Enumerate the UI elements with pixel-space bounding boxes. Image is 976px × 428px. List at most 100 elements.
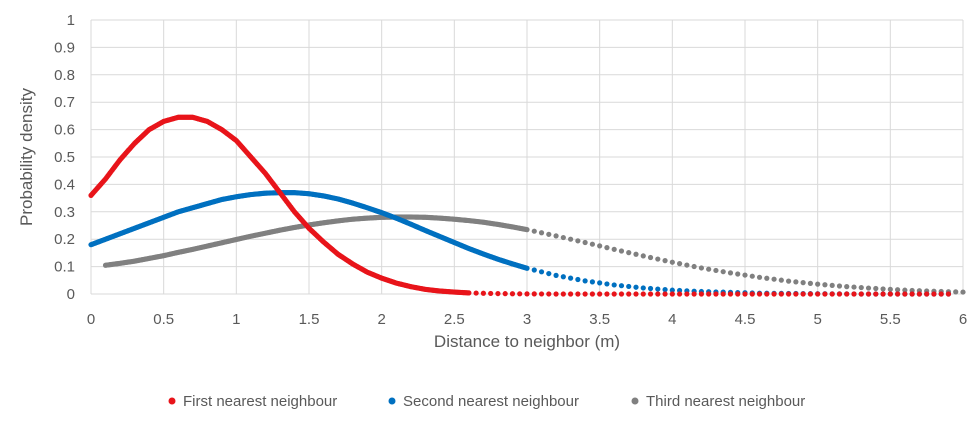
data-point bbox=[495, 290, 501, 297]
data-point bbox=[822, 282, 828, 288]
gridlines bbox=[90, 19, 964, 295]
data-point bbox=[582, 278, 588, 284]
x-tick-label: 6 bbox=[959, 311, 967, 328]
data-point bbox=[618, 248, 625, 254]
data-point bbox=[480, 290, 486, 296]
data-point bbox=[720, 269, 726, 275]
y-tick-label: 0.9 bbox=[54, 39, 75, 56]
data-point bbox=[597, 280, 603, 286]
data-point bbox=[531, 228, 537, 234]
y-tick-label: 0.7 bbox=[54, 94, 75, 111]
data-point bbox=[560, 234, 566, 241]
data-point bbox=[836, 291, 843, 297]
legend: First nearest neighbour Second nearest ne… bbox=[168, 393, 805, 410]
data-point bbox=[604, 281, 610, 287]
data-point bbox=[582, 239, 588, 246]
data-point bbox=[858, 291, 864, 297]
data-point bbox=[677, 261, 683, 267]
data-point bbox=[851, 291, 857, 297]
legend-label: First nearest neighbour bbox=[183, 393, 337, 410]
y-axis-ticks: 0 0.1 0.2 0.3 0.4 0.5 0.6 0.7 0.8 0.9 1 bbox=[54, 12, 75, 303]
data-point bbox=[626, 283, 632, 290]
data-point bbox=[829, 291, 835, 297]
x-tick-label: 0 bbox=[87, 311, 95, 328]
data-point bbox=[815, 291, 821, 297]
data-point bbox=[538, 291, 545, 297]
data-point bbox=[720, 291, 726, 297]
data-point bbox=[960, 289, 966, 295]
data-point bbox=[698, 265, 705, 271]
data-point bbox=[938, 291, 944, 297]
data-point bbox=[880, 291, 886, 297]
data-point bbox=[873, 291, 879, 297]
y-axis-title: Probability density bbox=[17, 88, 36, 226]
data-point bbox=[640, 253, 646, 259]
data-point bbox=[865, 291, 872, 297]
data-point bbox=[844, 284, 850, 290]
data-point bbox=[575, 291, 581, 297]
data-point bbox=[633, 251, 639, 257]
data-point bbox=[524, 265, 530, 271]
data-point bbox=[902, 287, 908, 293]
data-point bbox=[575, 276, 581, 283]
data-point bbox=[553, 233, 559, 239]
data-point bbox=[568, 275, 574, 281]
data-point bbox=[538, 269, 545, 275]
data-point bbox=[568, 291, 574, 297]
y-tick-label: 0.6 bbox=[54, 122, 75, 139]
data-point bbox=[880, 286, 886, 292]
data-point bbox=[742, 291, 748, 297]
data-point bbox=[807, 291, 814, 297]
data-point bbox=[844, 291, 850, 297]
data-point bbox=[531, 291, 537, 297]
legend-label: Second nearest neighbour bbox=[403, 393, 579, 410]
data-point bbox=[887, 286, 893, 292]
data-point bbox=[524, 291, 530, 297]
data-point bbox=[604, 245, 610, 251]
data-point bbox=[640, 291, 646, 297]
data-point bbox=[909, 287, 915, 294]
data-point bbox=[488, 290, 494, 297]
data-point bbox=[793, 279, 799, 285]
data-point bbox=[647, 291, 654, 297]
data-point bbox=[655, 286, 661, 292]
data-point bbox=[771, 276, 777, 282]
data-point bbox=[633, 284, 639, 290]
data-point bbox=[895, 291, 901, 297]
data-point bbox=[611, 291, 617, 297]
data-point bbox=[873, 285, 879, 292]
data-point bbox=[582, 291, 588, 297]
data-point bbox=[691, 291, 697, 297]
data-point bbox=[677, 291, 683, 297]
data-point bbox=[611, 282, 617, 288]
data-series bbox=[88, 114, 966, 297]
data-point bbox=[713, 291, 719, 297]
data-point bbox=[626, 250, 632, 256]
x-tick-label: 1 bbox=[232, 311, 240, 328]
data-point bbox=[560, 291, 566, 297]
data-point bbox=[509, 291, 516, 297]
data-point bbox=[895, 287, 901, 293]
data-point bbox=[669, 259, 675, 265]
data-point bbox=[626, 291, 632, 297]
data-point bbox=[771, 291, 777, 297]
x-tick-label: 4.5 bbox=[735, 311, 756, 328]
data-point bbox=[865, 285, 872, 291]
data-point bbox=[524, 227, 530, 233]
data-point bbox=[836, 283, 843, 289]
data-point bbox=[589, 279, 596, 285]
data-point bbox=[822, 291, 828, 297]
data-point bbox=[953, 289, 959, 295]
data-point bbox=[647, 254, 654, 261]
data-point bbox=[502, 291, 508, 297]
series-1 bbox=[88, 114, 952, 297]
data-point bbox=[749, 273, 755, 279]
x-tick-label: 3 bbox=[523, 311, 531, 328]
x-tick-label: 5 bbox=[813, 311, 821, 328]
data-point bbox=[560, 274, 566, 280]
data-point bbox=[706, 266, 712, 272]
x-tick-label: 2.5 bbox=[444, 311, 465, 328]
data-point bbox=[756, 291, 763, 297]
data-point bbox=[589, 291, 596, 297]
